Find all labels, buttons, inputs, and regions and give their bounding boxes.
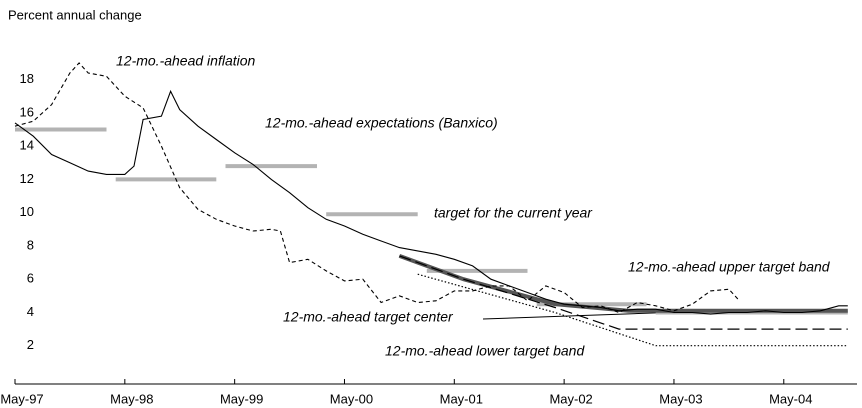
- annotation: 12-mo.-ahead expectations (Banxico): [265, 115, 498, 131]
- x-tick-label: May-03: [659, 391, 702, 406]
- annotation: 12-mo.-ahead upper target band: [628, 259, 831, 275]
- y-tick-label: 18: [20, 71, 34, 86]
- x-tick-label: May-02: [549, 391, 592, 406]
- annotation: 12-mo.-ahead target center: [283, 309, 454, 325]
- y-tick-label: 8: [27, 237, 34, 252]
- series-line: [14, 62, 739, 314]
- annotation: 12-mo.-ahead lower target band: [385, 343, 585, 359]
- series-line: [15, 127, 848, 315]
- x-tick-label: May-04: [769, 391, 812, 406]
- y-tick-label: 2: [27, 337, 34, 352]
- series-line: [14, 89, 848, 315]
- annotation: 12-mo.-ahead inflation: [116, 53, 256, 69]
- series-line: [399, 255, 848, 330]
- x-tick-label: May-01: [440, 391, 483, 406]
- y-tick-label: 12: [20, 171, 34, 186]
- annotation: target for the current year: [434, 205, 593, 221]
- y-tick-label: 10: [20, 204, 34, 219]
- x-tick-label: May-97: [0, 391, 43, 406]
- y-tick-label: 4: [27, 304, 34, 319]
- x-tick-label: May-98: [110, 391, 153, 406]
- y-tick-label: 14: [20, 138, 34, 153]
- y-tick-label: 6: [27, 271, 34, 286]
- chart-title: Percent annual change: [8, 7, 142, 22]
- x-tick-label: May-99: [220, 391, 263, 406]
- x-tick-label: May-00: [330, 391, 373, 406]
- series-line: [417, 273, 848, 347]
- y-tick-label: 16: [20, 104, 34, 119]
- leader-line: [482, 311, 681, 320]
